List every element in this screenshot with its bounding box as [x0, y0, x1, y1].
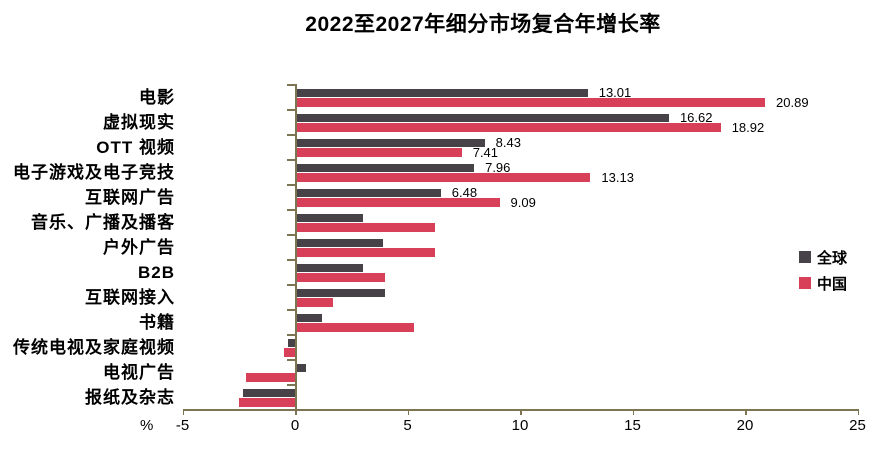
- bar-中国: [295, 273, 385, 282]
- category-label: 报纸及杂志: [85, 387, 175, 407]
- legend-swatch-icon: [799, 251, 811, 263]
- value-label: 13.13: [601, 169, 634, 185]
- bar-中国: [295, 223, 435, 232]
- bar-中国: [238, 398, 295, 407]
- y-axis-tick: [287, 384, 295, 386]
- y-axis-tick: [287, 84, 295, 86]
- legend-item: 全球: [799, 248, 848, 267]
- legend-label: 中国: [817, 275, 848, 293]
- category-label: 电子游戏及电子竞技: [13, 162, 175, 182]
- legend-swatch-icon: [799, 277, 811, 289]
- category-label: 互联网接入: [85, 287, 175, 307]
- x-axis-tick: [520, 409, 522, 415]
- x-axis-tick-label: 20: [736, 417, 754, 434]
- bar-中国: [295, 98, 766, 107]
- bar-中国: [295, 248, 435, 257]
- bar-中国: [295, 298, 334, 307]
- value-label: 13.01: [598, 85, 632, 100]
- bar-中国: [283, 348, 295, 357]
- category-label: 电影: [139, 87, 175, 107]
- x-axis-tick-label: 25: [849, 417, 866, 434]
- value-label: 6.48: [451, 185, 478, 200]
- bar-全球: [295, 238, 383, 247]
- category-label: 书籍: [139, 312, 175, 332]
- y-axis-tick: [287, 184, 295, 186]
- value-label: 7.41: [472, 144, 499, 160]
- bar-全球: [295, 263, 363, 272]
- category-label: 互联网广告: [85, 187, 175, 207]
- y-axis-line: [295, 84, 297, 409]
- x-axis-tick: [407, 409, 409, 415]
- x-axis-tick-label: 10: [511, 417, 529, 434]
- category-label: 音乐、广播及播客: [31, 212, 175, 232]
- x-axis-tick: [632, 409, 634, 415]
- legend-item: 中国: [799, 274, 848, 293]
- y-axis-tick: [287, 109, 295, 111]
- y-axis-tick: [287, 284, 295, 286]
- category-label: 电视广告: [103, 362, 175, 382]
- legend-label: 全球: [817, 249, 848, 267]
- x-axis-tick: [745, 409, 747, 415]
- bar-全球: [295, 138, 485, 147]
- bar-全球: [295, 363, 307, 372]
- bar-全球: [295, 313, 322, 322]
- y-axis-tick: [287, 259, 295, 261]
- value-label: 16.62: [679, 110, 713, 125]
- y-axis-tick: [287, 309, 295, 311]
- value-label: 9.09: [510, 194, 536, 210]
- bar-全球: [295, 288, 385, 297]
- bar-全球: [295, 188, 441, 197]
- x-axis-tick-label: -5: [175, 417, 190, 434]
- bar-中国: [295, 173, 591, 182]
- category-label: 虚拟现实: [103, 112, 175, 132]
- bar-全球: [295, 113, 669, 122]
- bar-全球: [243, 388, 295, 397]
- category-label: 户外广告: [103, 237, 175, 257]
- x-axis-tick: [182, 409, 184, 415]
- bar-中国: [295, 123, 721, 132]
- value-label: 20.89: [776, 94, 809, 110]
- y-axis-tick: [287, 234, 295, 236]
- legend: 全球 中国: [799, 248, 847, 300]
- value-label: 8.43: [495, 135, 521, 150]
- chart-title: 2022至2027年细分市场复合年增长率: [305, 13, 661, 36]
- x-axis-tick: [295, 409, 297, 415]
- category-label: OTT 视频: [96, 137, 175, 157]
- bar-中国: [295, 323, 415, 332]
- x-axis-tick-label: 15: [624, 417, 641, 434]
- bar-全球: [295, 163, 475, 172]
- bar-全球: [295, 88, 588, 97]
- x-axis-tick-label: 0: [290, 417, 300, 434]
- category-label: 传统电视及家庭视频: [13, 337, 175, 357]
- bar-中国: [295, 148, 462, 157]
- y-axis-tick: [287, 359, 295, 361]
- x-axis-tick-label: 5: [403, 417, 412, 434]
- category-label: B2B: [137, 262, 175, 282]
- x-axis-unit-label: %: [140, 417, 154, 434]
- bar-中国: [245, 373, 295, 382]
- y-axis-tick: [287, 134, 295, 136]
- bar-全球: [295, 213, 363, 222]
- bar-中国: [295, 198, 500, 207]
- y-axis-tick: [287, 159, 295, 161]
- y-axis-tick: [287, 209, 295, 211]
- x-axis-tick: [857, 409, 859, 415]
- value-label: 18.92: [731, 119, 765, 135]
- bar-全球: [288, 338, 295, 347]
- y-axis-tick: [287, 334, 295, 336]
- value-label: 7.96: [485, 160, 511, 175]
